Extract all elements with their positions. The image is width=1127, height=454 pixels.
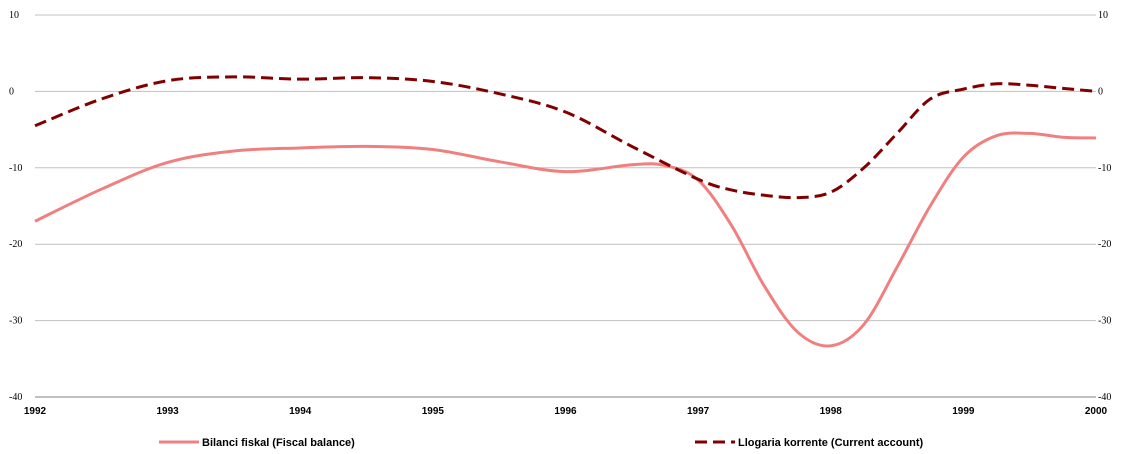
- y-tick-label-left: -10: [9, 163, 22, 174]
- y-tick-label-left: 0: [9, 86, 14, 97]
- y-tick-label-right: 0: [1098, 86, 1103, 97]
- y-tick-label-right: -30: [1098, 316, 1111, 327]
- y-tick-label-left: 10: [9, 10, 19, 21]
- x-axis-ticks: 1992 1993 1994 1995 1996 1997 1998 1999 2000: [24, 406, 1108, 417]
- legend-label: Llogaria korrente (Current account): [738, 437, 924, 449]
- legend-item: Llogaria korrente (Current account): [695, 437, 924, 449]
- x-tick-label: 1995: [422, 406, 445, 417]
- x-tick-label: 1999: [952, 406, 975, 417]
- x-tick-label: 1998: [820, 406, 843, 417]
- x-tick-label: 1994: [289, 406, 312, 417]
- legend-label: Bilanci fiskal (Fiscal balance): [202, 437, 355, 449]
- y-tick-label-right: -10: [1098, 163, 1111, 174]
- y-tick-label-left: -20: [9, 239, 22, 250]
- y-tick-label-right: 10: [1098, 10, 1108, 21]
- legend-item: Bilanci fiskal (Fiscal balance): [159, 437, 355, 449]
- legend: Bilanci fiskal (Fiscal balance) Llogaria …: [159, 437, 924, 449]
- x-tick-label: 1993: [157, 406, 180, 417]
- y-axis-right-ticks: 10 0 -10 -20 -30 -40: [1098, 10, 1111, 403]
- series-lines: [34, 75, 1097, 348]
- gridlines: [35, 14, 1096, 398]
- x-tick-label: 1996: [554, 406, 577, 417]
- y-axis-left-ticks: 10 0 -10 -20 -30 -40: [9, 10, 22, 403]
- x-tick-label: 1997: [687, 406, 710, 417]
- x-tick-label: 2000: [1085, 406, 1108, 417]
- y-tick-label-right: -20: [1098, 239, 1111, 250]
- x-tick-label: 1992: [24, 406, 47, 417]
- y-tick-label-left: -30: [9, 316, 22, 327]
- y-tick-label-right: -40: [1098, 392, 1111, 403]
- y-tick-label-left: -40: [9, 392, 22, 403]
- series-line-current-account: [34, 75, 1097, 200]
- series-line-fiscal-balance: [34, 131, 1097, 348]
